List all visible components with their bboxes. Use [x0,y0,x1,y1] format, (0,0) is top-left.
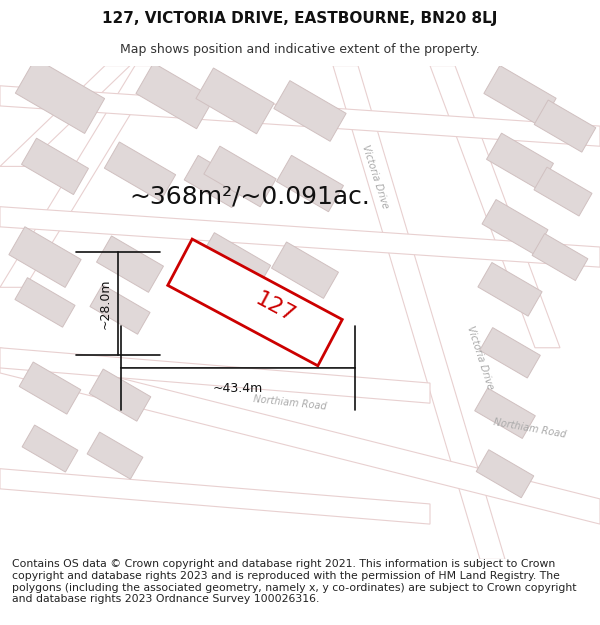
Text: ~28.0m: ~28.0m [99,278,112,329]
Polygon shape [476,450,534,498]
Polygon shape [532,234,588,281]
Polygon shape [0,348,430,403]
Polygon shape [136,63,214,129]
Polygon shape [168,239,342,366]
Polygon shape [104,142,176,201]
Polygon shape [274,81,346,141]
Polygon shape [22,138,88,194]
Polygon shape [90,285,150,334]
Polygon shape [199,232,271,292]
Polygon shape [277,156,343,212]
Text: 127, VICTORIA DRIVE, EASTBOURNE, BN20 8LJ: 127, VICTORIA DRIVE, EASTBOURNE, BN20 8L… [103,11,497,26]
Polygon shape [534,100,596,152]
Polygon shape [478,262,542,316]
Polygon shape [9,227,81,288]
Text: Victoria Drive: Victoria Drive [465,324,495,391]
Polygon shape [22,425,78,472]
Text: Northiam Road: Northiam Road [253,394,327,412]
Polygon shape [333,66,505,559]
Polygon shape [15,278,75,327]
Polygon shape [97,236,163,292]
Polygon shape [184,156,246,208]
Polygon shape [484,66,556,126]
Text: Contains OS data © Crown copyright and database right 2021. This information is : Contains OS data © Crown copyright and d… [12,559,577,604]
Text: 127: 127 [251,289,298,326]
Polygon shape [19,362,81,414]
Polygon shape [204,146,276,207]
Polygon shape [16,58,104,134]
Polygon shape [430,66,560,348]
Polygon shape [89,369,151,421]
Polygon shape [534,167,592,216]
Polygon shape [0,66,130,166]
Polygon shape [0,469,430,524]
Polygon shape [0,207,600,267]
Text: Victoria Drive: Victoria Drive [360,143,390,209]
Polygon shape [196,68,274,134]
Polygon shape [0,86,600,146]
Polygon shape [0,66,160,288]
Polygon shape [87,432,143,479]
Polygon shape [475,388,535,439]
Polygon shape [479,328,541,378]
Polygon shape [487,133,553,189]
Polygon shape [482,199,548,254]
Polygon shape [0,348,600,524]
Text: Map shows position and indicative extent of the property.: Map shows position and indicative extent… [120,42,480,56]
Polygon shape [272,242,338,298]
Text: ~368m²/~0.091ac.: ~368m²/~0.091ac. [130,184,370,209]
Text: Northiam Road: Northiam Road [493,417,567,440]
Text: ~43.4m: ~43.4m [213,382,263,395]
